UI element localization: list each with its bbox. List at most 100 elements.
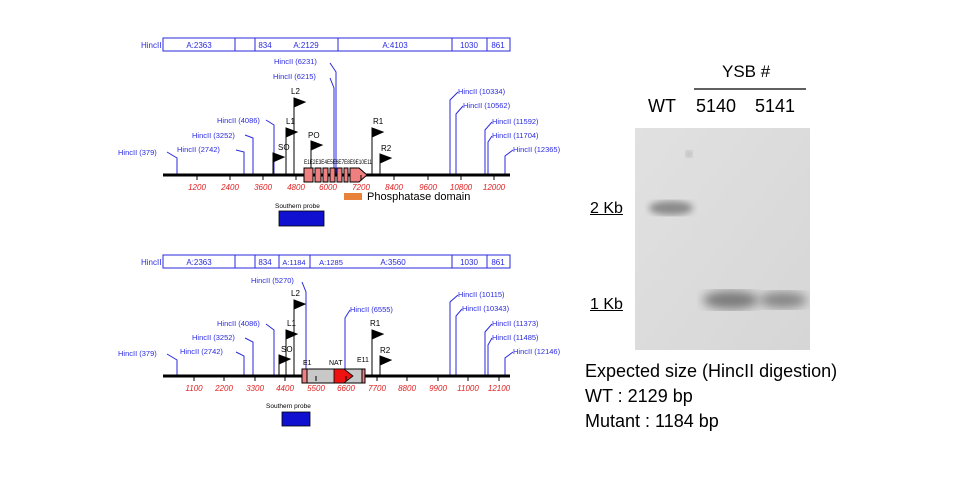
top-site-label: HincII (10334) [458, 87, 506, 96]
bottom-marker-L2: L2 [291, 289, 300, 298]
bottom-site-label: HincII (379) [118, 349, 157, 358]
lane-label-wt: WT [648, 96, 676, 116]
bottom-tick-label: 3300 [246, 384, 264, 393]
bottom-tick-label: 8800 [398, 384, 416, 393]
bottom-tick-label: 6600 [337, 384, 355, 393]
top-southern-probe [278, 210, 325, 227]
bottom-probe-label: Southern probe [266, 403, 311, 410]
bottom-map: HincII A:2363 834 A:1184 A:1285 A:3560 1… [118, 254, 561, 427]
bottom-site-label: HincII (11485) [492, 333, 539, 342]
bottom-site-label: HincII (10115) [458, 290, 505, 299]
top-tick-label: 4800 [287, 183, 305, 192]
top-tick-label: 8400 [385, 183, 403, 192]
top-exon-labels: E1E2E3E4E5E6E7E8E9E10E11 [304, 159, 372, 166]
top-site-label: HincII (10562) [463, 101, 511, 110]
top-site-label: HincII (6215) [273, 72, 316, 81]
top-fragment-label: 1030 [460, 41, 478, 50]
top-tick-label: 7200 [352, 183, 370, 192]
bottom-fragment-label: A:1285 [319, 258, 343, 267]
bottom-tick-label: 9900 [429, 384, 447, 393]
bottom-southern-probe [281, 411, 311, 427]
top-site-label: HincII (2742) [177, 145, 220, 154]
size-marker-2kb: 2 Kb [590, 200, 623, 217]
top-tick-label: 12000 [483, 183, 506, 192]
top-marker-R2: R2 [381, 144, 392, 153]
top-site-label: HincII (11704) [492, 131, 539, 140]
band-5141-1kb [759, 292, 807, 308]
bottom-tick-label: 2200 [214, 384, 233, 393]
top-tick-label: 10800 [450, 183, 473, 192]
top-tick-label: 9600 [419, 183, 437, 192]
top-fragment-label: A:4103 [382, 41, 408, 50]
bottom-marker-R2: R2 [380, 346, 391, 355]
top-tick-label: 1200 [188, 183, 206, 192]
bottom-enzyme-label: HincII [141, 258, 161, 267]
bottom-marker-SO: SO [281, 345, 293, 354]
top-site-label: HincII (6231) [274, 57, 317, 66]
bottom-fragment-label: 1030 [460, 258, 478, 267]
southern-blot-image [635, 128, 810, 350]
bottom-exon-e1 [301, 368, 308, 384]
bottom-fragment-label: 834 [258, 258, 272, 267]
lane-label-5141: 5141 [755, 96, 796, 116]
bottom-site-label: HincII (2742) [180, 347, 223, 356]
bottom-site-label: HincII (10343) [462, 304, 510, 313]
top-probe-label: Southern probe [275, 203, 320, 210]
top-fragment-bar [162, 37, 511, 52]
bottom-tick-label: 7700 [368, 384, 386, 393]
bottom-site-label: HincII (11373) [492, 319, 539, 328]
bottom-tick-label: 1100 [185, 384, 203, 393]
size-marker-1kb: 1 Kb [590, 296, 623, 313]
top-fragment-label: A:2129 [293, 41, 319, 50]
bottom-tick-label: 5500 [307, 384, 325, 393]
top-site-label: HincII (4086) [217, 116, 260, 125]
blot-membrane [635, 128, 810, 350]
band-wt-2kb [649, 201, 693, 215]
phosphatase-domain-bar [344, 193, 362, 200]
expected-size-wt: WT : 2129 bp [585, 386, 693, 406]
top-site-label: HincII (379) [118, 148, 157, 157]
top-site-label: HincII (3252) [192, 131, 235, 140]
bottom-tick-label: 12100 [488, 384, 511, 393]
bottom-exon-label: NAT [329, 360, 343, 367]
top-enzyme-label: HincII [141, 41, 161, 50]
expected-size-title: Expected size (HincII digestion) [585, 361, 838, 381]
top-site-label: HincII (11592) [492, 117, 539, 126]
bottom-tick-label: 4400 [276, 384, 294, 393]
bottom-exon-label: E11 [357, 357, 369, 364]
bottom-marker-L1: L1 [287, 319, 296, 328]
top-fragment-label: A:2363 [186, 41, 212, 50]
bottom-exon-label: E1 [303, 360, 312, 367]
bottom-exon-e11 [361, 368, 366, 384]
top-fragment-label: 834 [258, 41, 272, 50]
nat-arrow [333, 368, 354, 384]
top-tick-label: 3600 [254, 183, 272, 192]
bottom-fragment-label: A:3560 [380, 258, 406, 267]
bottom-marker-R1: R1 [370, 319, 381, 328]
phosphatase-domain-label: Phosphatase domain [367, 191, 470, 203]
bottom-fragment-label: A:2363 [186, 258, 212, 267]
top-marker-PO: PO [308, 131, 320, 140]
bottom-site-label: HincII (6555) [350, 305, 393, 314]
blot-speck [686, 151, 692, 157]
bottom-fragment-label: A:1184 [282, 258, 305, 267]
ysb-group-label: YSB # [722, 62, 771, 81]
top-marker-L2: L2 [291, 87, 300, 96]
bottom-site-label: HincII (12146) [513, 347, 561, 356]
top-marker-R1: R1 [373, 117, 384, 126]
top-marker-L1: L1 [286, 117, 295, 126]
bottom-tick-label: 11000 [457, 384, 479, 393]
bottom-site-label: HincII (4086) [217, 319, 260, 328]
bottom-site-label: HincII (5270) [251, 276, 294, 285]
top-marker-SO: SO [278, 143, 290, 152]
lane-label-5140: 5140 [696, 96, 737, 116]
bottom-site-label: HincII (3252) [192, 333, 235, 342]
bottom-fragment-label: 861 [491, 258, 505, 267]
band-5140-1kb [703, 291, 759, 309]
top-tick-label: 6000 [319, 183, 337, 192]
top-tick-label: 2400 [220, 183, 239, 192]
expected-size-mutant: Mutant : 1184 bp [585, 411, 719, 431]
top-map: HincII A:2363 834 A:2129 A:4103 1030 861… [118, 37, 561, 227]
top-site-label: HincII (12365) [513, 145, 561, 154]
